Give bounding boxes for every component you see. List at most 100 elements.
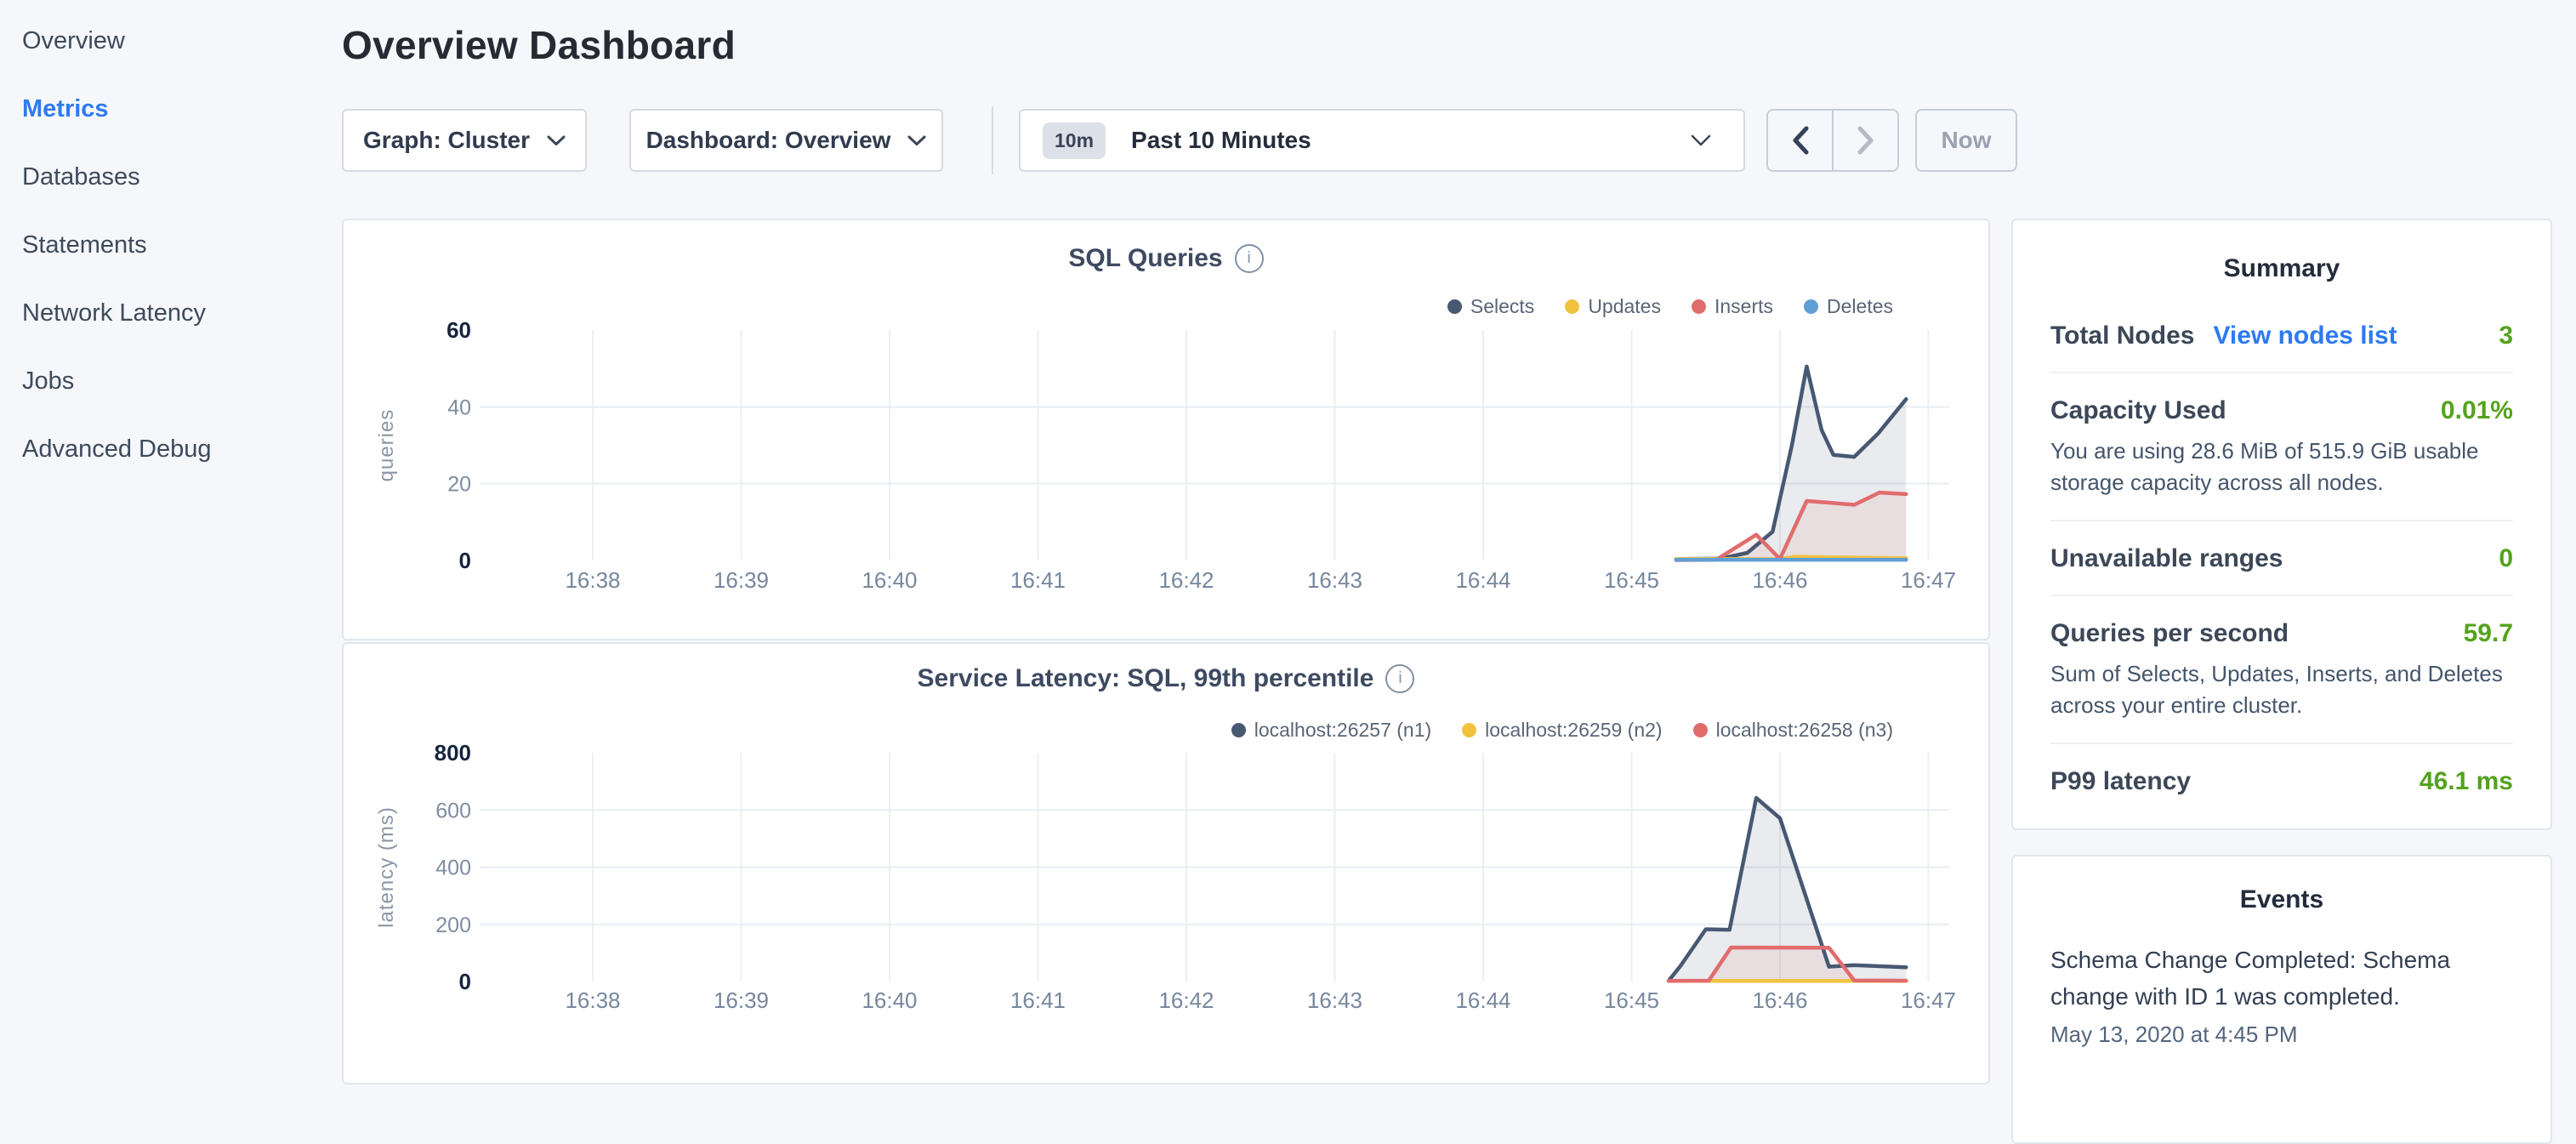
info-icon[interactable]: i [1234,244,1264,273]
svg-text:16:41: 16:41 [1010,987,1066,1013]
summary-row-value: 59.7 [2463,619,2513,647]
legend-dot-icon [1691,299,1706,314]
sidebar-item-metrics[interactable]: Metrics [22,95,109,122]
chart-title: SQL Queries [1068,244,1223,272]
svg-text:16:38: 16:38 [565,987,620,1013]
sidebar-item-databases[interactable]: Databases [22,163,140,191]
time-range-badge: 10m [1043,122,1106,159]
summary-row: Queries per second 59.7 Sum of Selects, Up… [2050,596,2513,744]
legend-dot-icon [1231,723,1246,737]
svg-text:16:43: 16:43 [1307,987,1362,1013]
svg-text:20: 20 [447,473,471,497]
sql-queries-chart-card: SQL Queries i Selects Updates Inserts Delet… [342,219,1990,640]
event-item[interactable]: Schema Change Completed: Schema change w… [2050,942,2513,1048]
legend-label: localhost:26257 (n1) [1254,719,1432,741]
chevron-down-icon [1691,134,1711,146]
summary-row-value: 3 [2499,322,2513,350]
now-button[interactable]: Now [1915,109,2017,172]
svg-text:queries: queries [375,409,398,482]
svg-text:16:44: 16:44 [1455,567,1510,593]
chevron-down-icon [547,135,566,145]
view-nodes-list-link[interactable]: View nodes list [2213,322,2397,350]
svg-text:0: 0 [459,548,471,573]
sidebar-item-advanced-debug[interactable]: Advanced Debug [22,435,212,463]
summary-row-label: Total Nodes [2050,322,2195,350]
events-title: Events [2239,885,2324,913]
summary-row: Unavailable ranges 0 [2050,521,2513,596]
svg-text:16:40: 16:40 [862,987,917,1013]
sidebar-item-jobs[interactable]: Jobs [22,367,75,395]
legend-item[interactable]: Selects [1447,295,1534,318]
summary-panel: Summary Total Nodes View nodes list 3 Capac… [2011,219,2552,830]
sql-queries-chart[interactable]: 16:38 16:39 16:40 16:41 16:42 16:43 16:44 16:45… [344,220,1988,639]
svg-text:0: 0 [459,969,471,994]
legend-dot-icon [1462,723,1477,737]
legend-label: localhost:26258 (n3) [1715,719,1893,741]
controls-divider [992,106,993,174]
controls-bar: Graph: Cluster Dashboard: Overview 10m P… [0,106,2576,174]
summary-row: P99 latency 46.1 ms [2050,744,2513,817]
dashboard-dropdown[interactable]: Dashboard: Overview [629,109,943,172]
svg-text:16:40: 16:40 [862,567,917,593]
summary-row-value: 0.01% [2440,396,2513,424]
svg-text:16:46: 16:46 [1752,567,1807,593]
svg-text:16:42: 16:42 [1158,567,1214,593]
previous-time-button[interactable] [1768,111,1834,170]
svg-text:16:43: 16:43 [1307,567,1362,593]
info-icon[interactable]: i [1385,664,1415,693]
service-latency-chart[interactable]: 16:38 16:39 16:40 16:41 16:42 16:43 16:44 16:45… [344,644,1988,1083]
time-range-label: Past 10 Minutes [1131,127,1311,153]
svg-text:200: 200 [435,913,471,937]
svg-text:16:42: 16:42 [1158,987,1214,1013]
legend-item[interactable]: localhost:26257 (n1) [1231,719,1431,742]
graph-dropdown-label: Graph: Cluster [362,127,531,153]
graph-dropdown[interactable]: Graph: Cluster [342,109,587,172]
legend-label: Updates [1588,295,1661,317]
summary-row-label: Queries per second [2050,619,2289,647]
legend-item[interactable]: Inserts [1691,295,1774,318]
summary-row-label: P99 latency [2050,767,2192,795]
summary-row-subtext: You are using 28.6 MiB of 515.9 GiB usab… [2050,438,2479,495]
legend-dot-icon [1565,299,1580,314]
summary-row-value: 0 [2499,544,2513,572]
time-range-picker[interactable]: 10m Past 10 Minutes [1019,109,1745,172]
svg-text:60: 60 [446,317,471,343]
summary-row-subtext: Sum of Selects, Updates, Inserts, and De… [2050,661,2503,718]
svg-text:400: 400 [435,857,471,880]
legend-item[interactable]: Deletes [1804,295,1893,318]
legend-dot-icon [1447,299,1462,314]
summary-row: Total Nodes View nodes list 3 [2050,299,2513,373]
svg-text:latency (ms): latency (ms) [375,806,398,928]
legend-item[interactable]: Updates [1565,295,1661,318]
summary-title: Summary [2223,254,2340,282]
summary-row: Capacity Used 0.01% You are using 28.6 MiB… [2050,373,2513,521]
event-text: Schema Change Completed: Schema change w… [2050,947,2451,1010]
page-title: Overview Dashboard [342,23,736,67]
legend-dot-icon [1804,299,1819,314]
events-panel: Events Schema Change Completed: Schema c… [2011,855,2552,1144]
chevron-down-icon [907,135,926,145]
summary-row-value: 46.1 ms [2419,767,2513,795]
sidebar: Overview Metrics Databases Statements Networ… [0,0,340,483]
sidebar-item-network-latency[interactable]: Network Latency [22,299,206,327]
dashboard-dropdown-label: Dashboard: Overview [645,127,891,153]
legend-item[interactable]: localhost:26258 (n3) [1692,719,1893,742]
svg-text:800: 800 [435,740,471,766]
event-timestamp: May 13, 2020 at 4:45 PM [2050,1022,2298,1047]
legend-dot-icon [1692,723,1708,737]
sidebar-item-overview[interactable]: Overview [22,27,125,54]
summary-row-label: Unavailable ranges [2050,544,2283,572]
legend-label: localhost:26259 (n2) [1485,719,1663,741]
service-latency-chart-card: Service Latency: SQL, 99th percentile i … [342,642,1990,1084]
svg-text:16:39: 16:39 [714,987,769,1013]
svg-text:16:45: 16:45 [1604,987,1659,1013]
chevron-right-icon [1857,126,1873,155]
legend-item[interactable]: localhost:26259 (n2) [1462,719,1663,742]
svg-text:16:39: 16:39 [714,567,769,593]
sidebar-item-statements[interactable]: Statements [22,231,147,259]
chevron-left-icon [1793,126,1808,155]
chart-legend: Selects Updates Inserts Deletes [1447,295,1893,318]
next-time-button[interactable] [1834,111,1897,170]
svg-text:16:46: 16:46 [1752,987,1807,1013]
legend-label: Inserts [1714,295,1774,317]
